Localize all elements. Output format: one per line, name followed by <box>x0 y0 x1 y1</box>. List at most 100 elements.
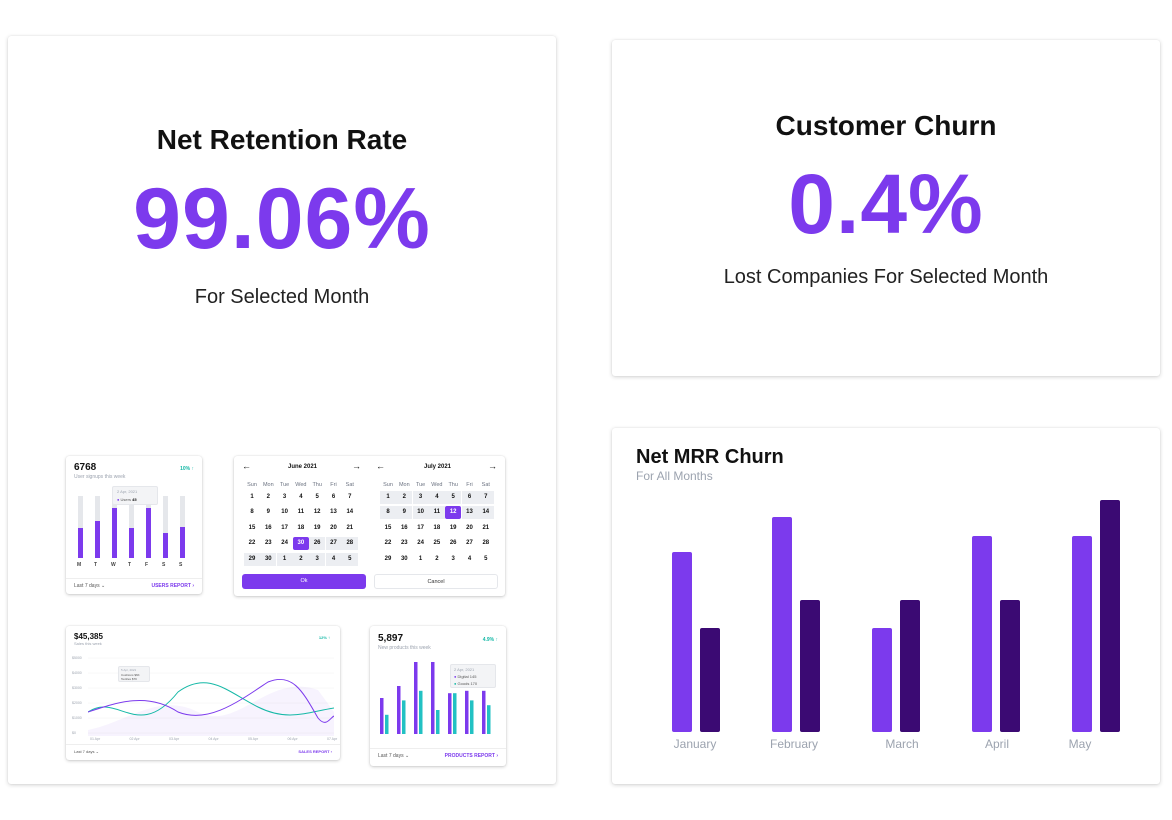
bar-march-series-1[interactable] <box>872 628 892 732</box>
calendar-day[interactable]: 3 <box>412 491 429 504</box>
calendar-day[interactable]: 1 <box>250 494 254 500</box>
calendar-day[interactable]: 10 <box>281 509 288 516</box>
calendar-day[interactable]: 13 <box>330 509 337 516</box>
bar-february-series-1[interactable] <box>772 517 792 732</box>
calendar-day[interactable]: 21 <box>346 524 354 531</box>
calendar-day[interactable]: 19 <box>313 524 321 531</box>
calendar-day[interactable]: 28 <box>482 540 490 547</box>
cancel-button[interactable]: Cancel <box>374 574 498 589</box>
calendar-day[interactable]: 26 <box>449 540 457 547</box>
calendar-day[interactable]: 4 <box>299 494 303 500</box>
bar-april-series-1[interactable] <box>972 536 992 732</box>
bar-april-series-2[interactable] <box>1000 600 1020 732</box>
product-bar-goods[interactable] <box>470 700 474 734</box>
calendar-day[interactable]: 2 <box>396 491 413 504</box>
products-report-link[interactable]: PRODUCTS REPORT › <box>444 753 498 759</box>
calendar-day[interactable]: 12 <box>313 509 321 516</box>
product-bar-digital[interactable] <box>482 690 486 734</box>
calendar-day[interactable]: 29 <box>244 552 260 566</box>
calendar-day[interactable]: 5 <box>445 491 462 504</box>
calendar-day[interactable]: 11 <box>428 506 445 520</box>
product-bar-digital[interactable] <box>397 686 401 734</box>
calendar-day[interactable]: 3 <box>282 494 287 500</box>
calendar-day[interactable]: 27 <box>466 540 473 547</box>
bar-fill[interactable] <box>112 508 117 558</box>
calendar-day[interactable]: 25 <box>433 540 441 547</box>
product-bar-digital[interactable] <box>448 693 452 734</box>
calendar-day[interactable]: 15 <box>384 524 392 531</box>
calendar-day[interactable]: 1 <box>380 491 396 504</box>
calendar-day[interactable]: 24 <box>417 540 424 547</box>
bar-january-series-2[interactable] <box>700 628 720 732</box>
calendar-day[interactable]: 22 <box>248 540 256 547</box>
calendar-day[interactable]: 2 <box>292 552 309 566</box>
bar-may-series-2[interactable] <box>1100 500 1120 732</box>
calendar-day[interactable]: 5 <box>484 555 488 562</box>
ok-button[interactable]: Ok <box>242 574 366 589</box>
prev-month-icon[interactable]: ← <box>242 461 251 471</box>
bar-fill[interactable] <box>95 521 100 558</box>
calendar-day[interactable]: 17 <box>281 524 288 531</box>
calendar-day[interactable]: 8 <box>380 506 396 520</box>
product-bar-goods[interactable] <box>385 714 389 734</box>
calendar-day[interactable]: 20 <box>330 524 337 531</box>
bar-february-series-2[interactable] <box>800 600 820 732</box>
calendar-day[interactable]: 8 <box>250 509 254 516</box>
calendar-day[interactable]: 16 <box>400 524 408 531</box>
calendar-day[interactable]: 4 <box>428 491 445 504</box>
bar-january-series-1[interactable] <box>672 552 692 732</box>
calendar-day[interactable]: 3 <box>451 555 455 562</box>
calendar-day[interactable]: 2 <box>266 494 270 500</box>
product-bar-digital[interactable] <box>431 662 435 734</box>
calendar-day[interactable]: 2 <box>435 555 439 562</box>
calendar-day[interactable]: 1 <box>276 552 293 566</box>
calendar-day[interactable]: 10 <box>412 506 429 520</box>
calendar-day[interactable]: 17 <box>417 524 424 531</box>
calendar-day[interactable]: 30 <box>400 555 408 562</box>
calendar-day[interactable]: 11 <box>297 509 305 516</box>
calendar-day[interactable]: 3 <box>309 552 326 566</box>
product-bar-goods[interactable] <box>419 690 423 734</box>
sales-line-cushions[interactable] <box>88 679 334 723</box>
bar-fill[interactable] <box>146 508 151 558</box>
calendar-day[interactable]: 5 <box>315 494 319 500</box>
calendar-day[interactable]: 30 <box>292 537 309 551</box>
calendar-day[interactable]: 5 <box>341 552 358 566</box>
calendar-day[interactable]: 15 <box>248 524 256 531</box>
next-month-icon-right[interactable]: → <box>488 461 497 471</box>
product-bar-digital[interactable] <box>414 662 418 734</box>
sales-range-select[interactable]: Last 7 days ⌄ <box>74 749 99 754</box>
calendar-day[interactable]: 14 <box>477 506 494 520</box>
product-bar-goods[interactable] <box>402 700 406 734</box>
next-month-icon[interactable]: → <box>352 461 361 471</box>
calendar-day[interactable]: 4 <box>325 552 342 566</box>
calendar-day[interactable]: 24 <box>281 540 288 547</box>
product-bar-goods[interactable] <box>487 705 491 734</box>
calendar-day[interactable]: 27 <box>325 537 342 551</box>
sales-line-textiles[interactable] <box>88 682 334 716</box>
calendar-day[interactable]: 18 <box>433 524 441 531</box>
users-report-link[interactable]: USERS REPORT › <box>151 583 194 589</box>
product-bar-digital[interactable] <box>465 690 469 734</box>
calendar-day[interactable]: 29 <box>384 555 392 562</box>
calendar-day[interactable]: 28 <box>341 537 358 551</box>
signups-range-select[interactable]: Last 7 days ⌄ <box>74 583 106 589</box>
bar-may-series-1[interactable] <box>1072 536 1092 732</box>
calendar-day[interactable]: 19 <box>449 524 457 531</box>
calendar-day[interactable]: 13 <box>461 506 478 520</box>
calendar-day[interactable]: 22 <box>384 540 392 547</box>
calendar-day[interactable]: 1 <box>418 555 423 562</box>
product-bar-goods[interactable] <box>453 693 457 734</box>
calendar-day[interactable]: 6 <box>331 494 336 500</box>
sales-report-link[interactable]: SALES REPORT › <box>298 749 332 754</box>
calendar-day[interactable]: 20 <box>466 524 473 531</box>
prev-month-icon-right[interactable]: ← <box>376 461 385 471</box>
product-bar-digital[interactable] <box>380 698 384 734</box>
calendar-day[interactable]: 7 <box>348 494 352 500</box>
bar-fill[interactable] <box>163 533 168 558</box>
calendar-day[interactable]: 30 <box>260 552 277 566</box>
bar-fill[interactable] <box>180 527 185 558</box>
calendar-day[interactable]: 12 <box>445 506 462 520</box>
bar-fill[interactable] <box>78 528 83 558</box>
products-range-select[interactable]: Last 7 days ⌄ <box>378 753 410 759</box>
